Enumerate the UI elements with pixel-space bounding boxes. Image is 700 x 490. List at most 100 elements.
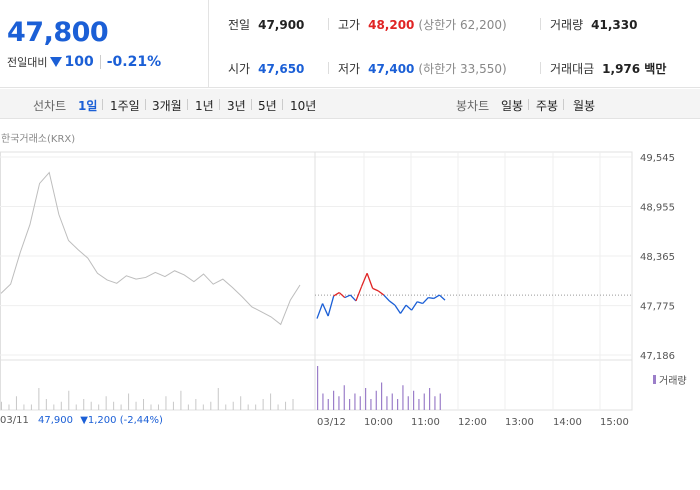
change-row: 전일대비 100 -0.21% — [7, 54, 161, 70]
y-tick-label: 48,365 — [640, 252, 675, 263]
stat-prev-close: 전일 47,900 — [228, 16, 304, 33]
tab-10y[interactable]: 10년 — [290, 99, 317, 113]
today-line-segment — [422, 297, 429, 304]
volume-legend-label: 거래량 — [659, 376, 687, 387]
today-line-segment — [316, 303, 324, 319]
divider — [540, 18, 541, 30]
divider — [187, 99, 188, 110]
volume-bar-prev — [195, 399, 197, 410]
divider — [145, 99, 146, 110]
tab-monthly-candle[interactable]: 월봉 — [573, 99, 596, 113]
volume-bar-prev — [90, 401, 92, 410]
volume-bar-prev — [83, 399, 85, 410]
volume-bar-today — [418, 399, 420, 410]
volume-bar-prev — [60, 401, 62, 410]
volume-bar-today — [391, 393, 393, 410]
volume-bar-today — [370, 399, 372, 410]
stat-label: 전일 — [228, 18, 251, 32]
volume-bar-today — [397, 399, 399, 410]
volume-bar-prev — [38, 388, 40, 410]
candle-chart-label: 봉차트 — [456, 99, 490, 113]
stat-value: 47,900 — [258, 18, 305, 32]
change-rate: -0.21% — [106, 54, 162, 70]
line-chart-label: 선차트 — [33, 99, 67, 113]
volume-bar-prev — [172, 401, 174, 410]
volume-bar-prev — [53, 404, 55, 410]
volume-bar-prev — [128, 393, 130, 410]
volume-bar-prev — [270, 393, 272, 410]
volume-bar-prev — [120, 404, 122, 410]
volume-bar-today — [327, 399, 329, 410]
price-box: 47,800 전일대비 100 -0.21% — [0, 0, 209, 88]
today-line-segment — [399, 304, 407, 314]
volume-bar-prev — [292, 399, 294, 410]
volume-bar-prev — [240, 396, 242, 410]
prev-day-line — [0, 171, 301, 326]
volume-bar-prev — [135, 401, 137, 410]
volume-bar-prev — [202, 404, 204, 410]
current-price: 47,800 — [7, 17, 109, 48]
stats-panel: 전일 47,900 고가 48,200 (상한가 62,200) 거래량 41,… — [210, 0, 700, 88]
chart-period-tabs: 선차트 1일 1주일 3개월 1년 3년 5년 10년 봉차트 일봉 주봉 월봉 — [0, 89, 700, 119]
tab-weekly-candle[interactable]: 주봉 — [536, 99, 559, 113]
volume-bar-prev — [1, 401, 2, 410]
volume-bar-prev — [8, 404, 10, 410]
volume-bar-prev — [217, 388, 219, 410]
stat-label: 거래량 — [550, 18, 584, 32]
today-line-segment — [438, 294, 446, 301]
change-label: 전일대비 — [7, 56, 48, 69]
x-tick-label: 03/12 — [317, 417, 346, 428]
x-tick-label: 12:00 — [458, 417, 487, 428]
volume-bar-prev — [105, 396, 107, 410]
x-tick-label: 13:00 — [505, 417, 534, 428]
quote-summary: 47,800 전일대비 100 -0.21% 전일 47,900 고가 48,2… — [0, 0, 700, 88]
stat-label: 거래대금 — [550, 62, 595, 76]
today-line-segment — [321, 303, 329, 317]
today-line-segment — [377, 290, 385, 296]
stat-sub: (상한가 62,200) — [418, 18, 507, 32]
stat-volume: 거래량 41,330 — [550, 16, 637, 33]
volume-bar-today — [317, 366, 319, 410]
tab-1d[interactable]: 1일 — [78, 99, 98, 113]
volume-bar-prev — [15, 396, 17, 410]
stat-label: 고가 — [338, 18, 361, 32]
stat-open: 시가 47,650 — [228, 60, 304, 77]
volume-bar-prev — [225, 404, 227, 410]
volume-bar-prev — [113, 401, 115, 410]
today-line-segment — [355, 286, 363, 302]
stat-high: 고가 48,200 (상한가 62,200) — [338, 16, 507, 33]
volume-bar-prev — [150, 404, 152, 410]
divider — [563, 99, 564, 110]
volume-bar-today — [413, 390, 415, 410]
volume-bar-prev — [187, 404, 189, 410]
tab-daily-candle[interactable]: 일봉 — [501, 99, 524, 113]
today-line-segment — [366, 273, 374, 289]
y-tick-label: 49,545 — [640, 153, 675, 164]
plot-frame — [0, 151, 633, 411]
y-tick-label: 47,775 — [640, 302, 675, 313]
tab-1y[interactable]: 1년 — [195, 99, 214, 113]
volume-bar-today — [429, 388, 431, 410]
volume-bar-today — [338, 396, 340, 410]
volume-bar-prev — [157, 404, 159, 410]
today-line-segment — [405, 304, 413, 311]
divider — [328, 18, 329, 30]
tab-5y[interactable]: 5년 — [258, 99, 277, 113]
volume-bar-prev — [262, 399, 264, 410]
volume-bar-today — [375, 390, 377, 410]
volume-bar-today — [359, 396, 361, 410]
volume-bar-prev — [45, 399, 47, 410]
tab-3m[interactable]: 3개월 — [152, 99, 182, 113]
volume-bar-today — [434, 396, 436, 410]
x-tick-label: 15:00 — [600, 417, 629, 428]
volume-bar-today — [343, 385, 345, 410]
tab-1w[interactable]: 1주일 — [110, 99, 140, 113]
volume-bar-today — [354, 393, 356, 410]
stat-value: 47,400 — [368, 62, 415, 76]
divider — [540, 62, 541, 74]
volume-bar-prev — [75, 404, 77, 410]
volume-bar-prev — [98, 404, 100, 410]
today-line-segment — [416, 301, 423, 305]
tab-3y[interactable]: 3년 — [227, 99, 246, 113]
y-tick-label: 47,186 — [640, 351, 675, 362]
